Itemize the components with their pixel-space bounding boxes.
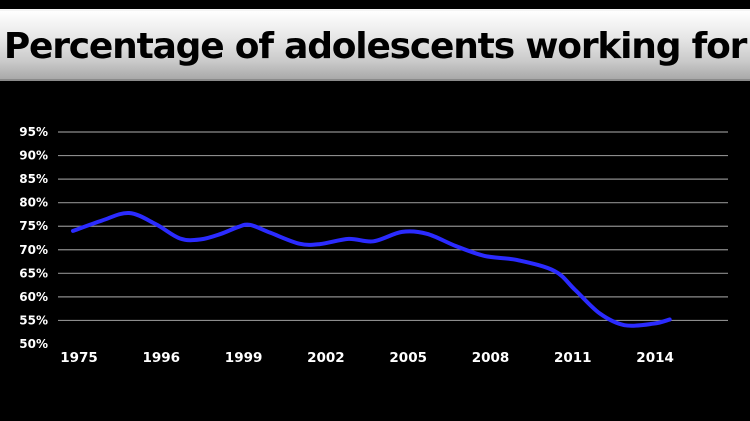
x-tick-label: 1999 xyxy=(225,350,263,366)
x-axis-tick-labels: 1975 1996 1999 2002 2005 2008 2011 2014 xyxy=(60,350,674,366)
y-tick-label: 65% xyxy=(19,266,48,280)
x-tick-label: 2011 xyxy=(554,350,592,366)
y-tick-label: 85% xyxy=(19,172,48,186)
x-tick-label: 2014 xyxy=(636,350,674,366)
y-tick-label: 75% xyxy=(19,219,48,233)
x-tick-label: 2002 xyxy=(307,350,345,366)
x-tick-label: 2005 xyxy=(389,350,427,366)
x-tick-label: 1975 xyxy=(60,350,98,366)
y-tick-label: 80% xyxy=(19,196,48,210)
title-banner: Percentage of adolescents working for pa… xyxy=(0,9,750,139)
y-tick-label: 70% xyxy=(19,243,48,257)
x-tick-label: 1996 xyxy=(143,350,181,366)
y-tick-label: 60% xyxy=(19,290,48,304)
y-tick-label: 50% xyxy=(19,337,48,351)
gridlines xyxy=(58,131,728,322)
chart-title: Percentage of adolescents working for pa… xyxy=(3,26,748,139)
y-axis-tick-labels: 50% 55% 60% 65% 70% 75% 80% 85% 90% 95% xyxy=(19,125,48,351)
series-group xyxy=(71,210,672,328)
y-tick-label: 55% xyxy=(19,313,48,327)
x-tick-label: 2008 xyxy=(472,350,510,366)
series-line xyxy=(71,210,672,328)
y-tick-label: 95% xyxy=(19,125,48,139)
y-tick-label: 90% xyxy=(19,149,48,163)
